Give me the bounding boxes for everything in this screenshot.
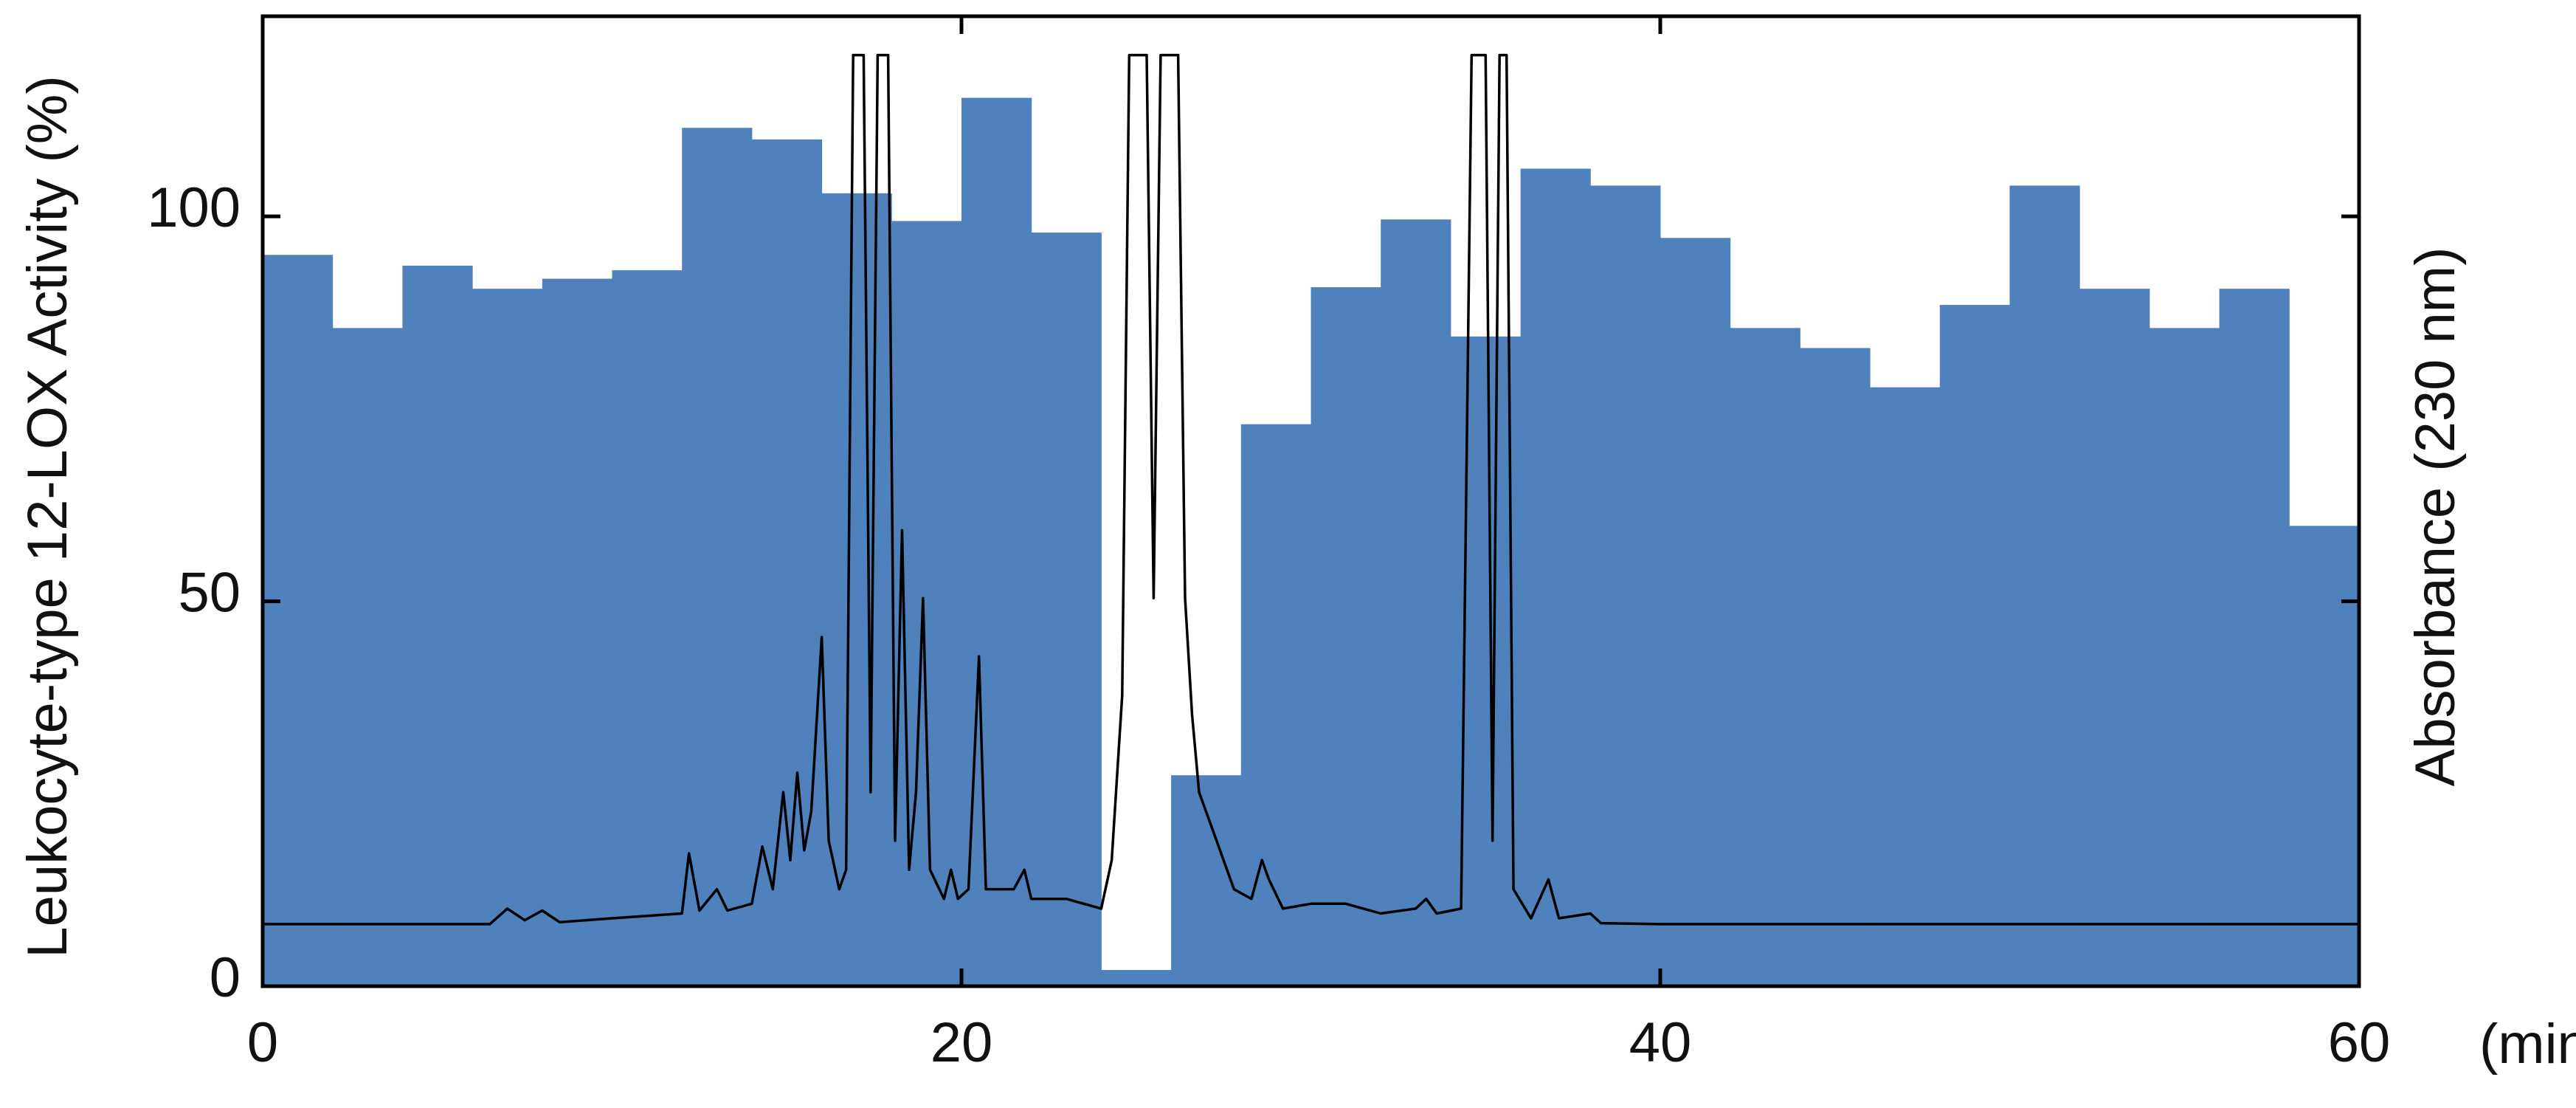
x-tick-label: 40 — [1629, 1011, 1692, 1074]
bar — [1101, 970, 1172, 986]
bar — [751, 139, 823, 986]
bar — [263, 255, 334, 986]
bar — [472, 289, 543, 987]
bar — [2079, 289, 2150, 987]
bar — [332, 328, 403, 986]
bar — [542, 278, 612, 987]
x-tick-label: 0 — [247, 1011, 278, 1074]
y-tick-label: 100 — [147, 176, 241, 239]
plot-frame — [260, 14, 2361, 988]
bar — [1870, 387, 1941, 986]
bar — [1800, 348, 1871, 986]
x-tick-label: 60 — [2328, 1011, 2391, 1074]
bar — [1730, 328, 1800, 986]
bar — [821, 193, 892, 986]
bar — [2009, 185, 2080, 986]
bar — [402, 265, 473, 986]
bar — [2219, 289, 2290, 987]
bar — [682, 128, 753, 987]
x-tick-label: 20 — [930, 1011, 993, 1074]
bar — [1520, 168, 1591, 986]
y-tick-label: 0 — [210, 946, 241, 1009]
bar — [1939, 305, 2010, 987]
y-tick-label: 50 — [178, 562, 241, 624]
bar — [1240, 424, 1311, 986]
bar — [2149, 328, 2220, 986]
bar — [1660, 238, 1731, 986]
bar — [1031, 233, 1102, 986]
y2-axis-label: Absorbance (230 nm) — [2404, 247, 2467, 787]
bar — [612, 270, 683, 987]
bar — [1590, 185, 1661, 986]
y-axis-label: Leukocyte-type 12-LOX Activity (%) — [16, 75, 79, 957]
bar — [1381, 219, 1451, 986]
bar — [1311, 287, 1381, 987]
bar — [961, 97, 1032, 987]
x-axis-label: (min) — [2479, 1013, 2576, 1076]
bar — [2289, 526, 2360, 986]
absorbance-trace — [263, 53, 2359, 926]
